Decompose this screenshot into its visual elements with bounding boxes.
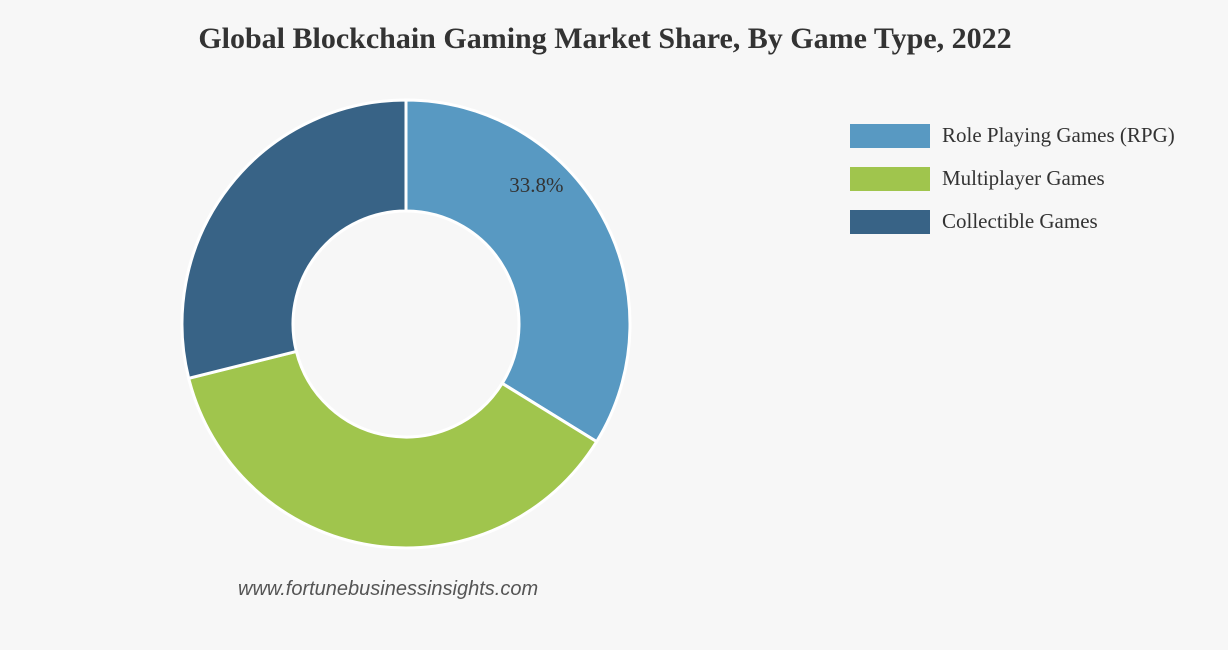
legend-item-collectible[interactable]: Collectible Games <box>850 200 1175 243</box>
slice-collectible[interactable] <box>180 98 408 381</box>
legend: Role Playing Games (RPG) Multiplayer Gam… <box>850 114 1175 243</box>
legend-item-rpg[interactable]: Role Playing Games (RPG) <box>850 114 1175 157</box>
slice-multiplayer[interactable] <box>186 349 599 550</box>
slice-rpg[interactable] <box>404 98 632 444</box>
legend-label-multiplayer: Multiplayer Games <box>942 166 1105 190</box>
source-watermark: www.fortunebusinessinsights.com <box>238 578 539 600</box>
chart-title: Global Blockchain Gaming Market Share, B… <box>198 22 1012 55</box>
legend-swatch-collectible <box>850 209 930 234</box>
legend-item-multiplayer[interactable]: Multiplayer Games <box>850 157 1175 200</box>
legend-swatch-multiplayer <box>850 166 930 191</box>
legend-label-rpg: Role Playing Games (RPG) <box>942 123 1175 147</box>
legend-label-collectible: Collectible Games <box>942 209 1098 233</box>
legend-swatch-rpg <box>850 123 930 148</box>
data-label-rpg: 33.8% <box>509 173 563 197</box>
